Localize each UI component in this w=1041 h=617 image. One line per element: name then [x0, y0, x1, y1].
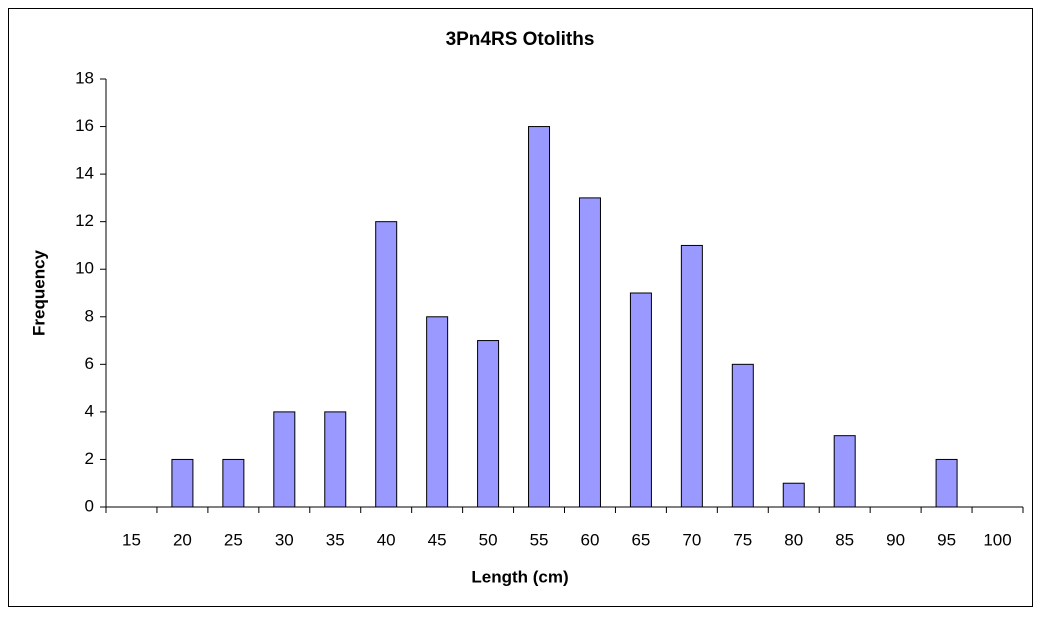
bar [528, 126, 551, 508]
y-axis-label: Frequency [29, 249, 48, 336]
x-tick-label: 60 [581, 530, 600, 549]
bar [171, 458, 194, 508]
bar [935, 458, 958, 508]
x-tick-label: 40 [377, 530, 396, 549]
x-tick-label: 65 [631, 530, 650, 549]
y-tick-label: 14 [75, 164, 94, 183]
bar [222, 458, 245, 508]
x-tick-label: 15 [122, 530, 141, 549]
y-tick-label: 0 [85, 496, 94, 515]
bar [629, 292, 652, 508]
x-tick-label: 35 [326, 530, 345, 549]
x-tick-label: 80 [784, 530, 803, 549]
chart-frame [8, 8, 1033, 607]
x-tick-label: 90 [886, 530, 905, 549]
bar [578, 197, 601, 508]
bar [731, 363, 754, 508]
y-tick-label: 8 [85, 306, 94, 325]
y-tick-label: 18 [75, 68, 94, 87]
bar [375, 221, 398, 508]
bar [426, 316, 449, 508]
y-tick-label: 12 [75, 211, 94, 230]
bar [477, 340, 500, 508]
x-tick-label: 50 [479, 530, 498, 549]
chart-title: 3Pn4RS Otoliths [446, 29, 595, 50]
x-tick-label: 25 [224, 530, 243, 549]
x-tick-label: 20 [173, 530, 192, 549]
y-tick-label: 16 [75, 116, 94, 135]
y-tick-label: 2 [85, 449, 94, 468]
bar [324, 411, 347, 508]
x-tick-label: 55 [530, 530, 549, 549]
bar [782, 482, 805, 508]
x-tick-label: 30 [275, 530, 294, 549]
x-tick-label: 100 [983, 530, 1011, 549]
x-tick-label: 75 [733, 530, 752, 549]
x-tick-label: 45 [428, 530, 447, 549]
y-tick-label: 10 [75, 259, 94, 278]
x-axis-label: Length (cm) [471, 567, 568, 586]
y-tick-label: 4 [85, 401, 94, 420]
bar [273, 411, 296, 508]
x-tick-label: 70 [682, 530, 701, 549]
x-tick-label: 95 [937, 530, 956, 549]
y-tick-label: 6 [85, 354, 94, 373]
bar [680, 244, 703, 508]
bar [833, 435, 856, 508]
x-tick-label: 85 [835, 530, 854, 549]
